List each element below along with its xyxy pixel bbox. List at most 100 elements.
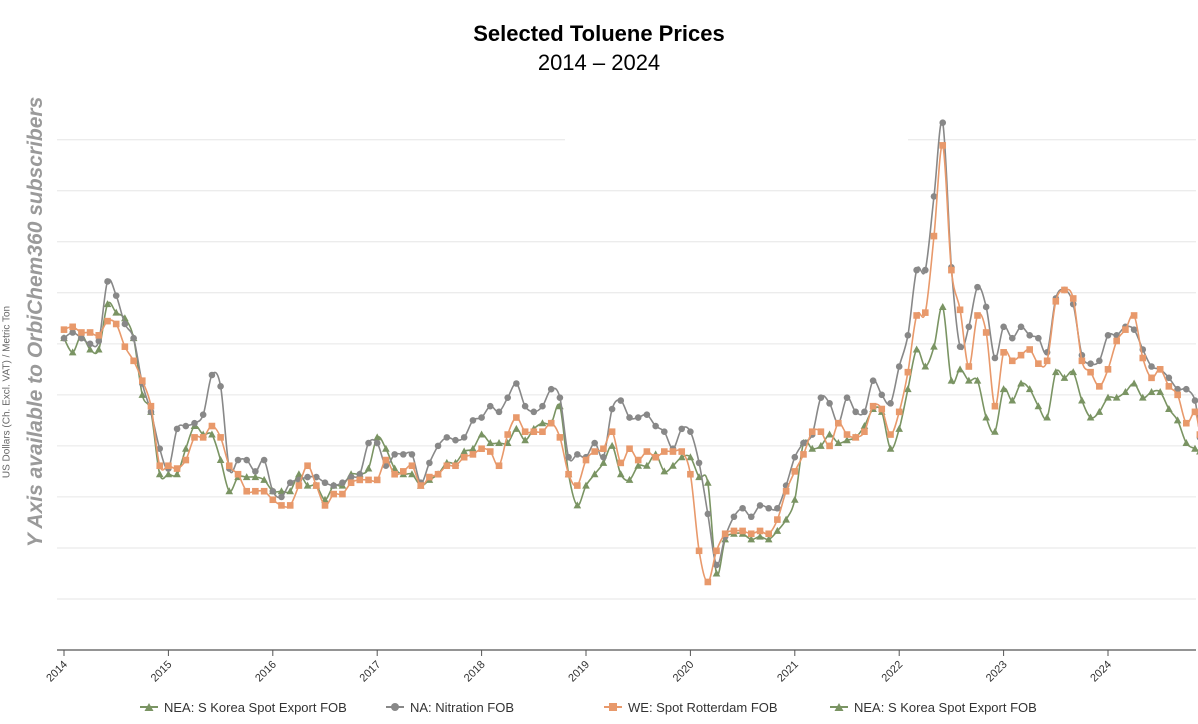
- data-point[interactable]: [791, 468, 799, 475]
- data-point[interactable]: [626, 414, 633, 421]
- data-point[interactable]: [999, 385, 1008, 393]
- data-point[interactable]: [156, 445, 164, 453]
- data-point[interactable]: [469, 451, 477, 458]
- data-point[interactable]: [225, 462, 233, 470]
- data-point[interactable]: [539, 428, 546, 436]
- data-point[interactable]: [1191, 444, 1198, 452]
- data-point[interactable]: [400, 468, 407, 475]
- data-point[interactable]: [878, 391, 886, 399]
- data-point[interactable]: [956, 343, 964, 350]
- data-point[interactable]: [495, 439, 503, 447]
- data-point[interactable]: [1078, 357, 1086, 365]
- data-point[interactable]: [573, 501, 582, 509]
- data-point[interactable]: [156, 462, 164, 470]
- data-point[interactable]: [921, 362, 930, 370]
- data-point[interactable]: [1104, 332, 1112, 339]
- data-point[interactable]: [364, 464, 373, 472]
- data-point[interactable]: [278, 493, 285, 501]
- data-point[interactable]: [339, 479, 346, 487]
- data-point[interactable]: [756, 502, 764, 509]
- data-point[interactable]: [886, 444, 895, 452]
- data-point[interactable]: [495, 408, 503, 416]
- data-point[interactable]: [1087, 368, 1094, 376]
- data-point[interactable]: [121, 343, 129, 350]
- data-point[interactable]: [1096, 357, 1103, 365]
- data-point[interactable]: [817, 428, 825, 436]
- data-point[interactable]: [1052, 368, 1060, 376]
- data-point[interactable]: [1069, 368, 1078, 376]
- data-point[interactable]: [260, 487, 268, 495]
- data-point[interactable]: [286, 487, 295, 495]
- legend-item-na[interactable]: NA: Nitration FOB: [386, 699, 586, 715]
- data-point[interactable]: [756, 532, 764, 540]
- data-point[interactable]: [1130, 312, 1138, 319]
- data-point[interactable]: [521, 436, 529, 444]
- data-point[interactable]: [104, 317, 111, 325]
- data-point[interactable]: [434, 470, 442, 478]
- data-point[interactable]: [104, 278, 111, 285]
- data-point[interactable]: [1122, 326, 1129, 333]
- data-point[interactable]: [486, 402, 494, 410]
- data-point[interactable]: [1182, 439, 1191, 447]
- data-point[interactable]: [321, 502, 329, 509]
- data-point[interactable]: [530, 408, 538, 416]
- data-point[interactable]: [774, 504, 781, 512]
- data-point[interactable]: [68, 348, 77, 356]
- data-point[interactable]: [208, 422, 216, 430]
- data-point[interactable]: [1104, 393, 1112, 401]
- data-point[interactable]: [469, 417, 477, 424]
- data-point[interactable]: [400, 451, 407, 458]
- data-point[interactable]: [452, 436, 459, 444]
- data-point[interactable]: [321, 495, 329, 503]
- data-point[interactable]: [982, 329, 990, 336]
- data-point[interactable]: [304, 462, 311, 470]
- data-point[interactable]: [434, 442, 442, 450]
- data-point[interactable]: [252, 468, 259, 475]
- data-point[interactable]: [904, 332, 912, 339]
- data-point[interactable]: [1191, 397, 1198, 404]
- data-point[interactable]: [313, 473, 320, 481]
- data-point[interactable]: [678, 448, 686, 455]
- data-point[interactable]: [739, 504, 746, 512]
- data-point[interactable]: [486, 448, 494, 455]
- data-point[interactable]: [1183, 419, 1190, 427]
- data-point[interactable]: [887, 400, 894, 407]
- data-point[interactable]: [1034, 402, 1043, 410]
- data-point[interactable]: [965, 376, 973, 384]
- data-point[interactable]: [234, 456, 242, 464]
- data-point[interactable]: [608, 428, 616, 436]
- data-point[interactable]: [652, 422, 659, 430]
- data-point[interactable]: [938, 302, 947, 310]
- data-point[interactable]: [695, 547, 703, 555]
- data-point[interactable]: [1183, 385, 1190, 393]
- data-point[interactable]: [878, 405, 886, 413]
- data-point[interactable]: [78, 334, 85, 342]
- data-point[interactable]: [1008, 334, 1016, 342]
- data-point[interactable]: [1096, 383, 1103, 390]
- data-point[interactable]: [347, 479, 355, 487]
- data-point[interactable]: [112, 292, 120, 299]
- data-point[interactable]: [382, 456, 390, 464]
- data-point[interactable]: [782, 515, 790, 523]
- data-point[interactable]: [565, 470, 572, 478]
- data-point[interactable]: [295, 482, 303, 489]
- data-point[interactable]: [695, 473, 703, 481]
- data-point[interactable]: [939, 142, 947, 149]
- data-point[interactable]: [1147, 388, 1156, 396]
- data-point[interactable]: [930, 193, 938, 200]
- data-point[interactable]: [704, 478, 712, 486]
- data-point[interactable]: [182, 422, 190, 430]
- data-point[interactable]: [800, 451, 807, 458]
- data-point[interactable]: [486, 439, 495, 447]
- data-point[interactable]: [852, 408, 859, 416]
- data-point[interactable]: [1165, 374, 1173, 382]
- data-point[interactable]: [704, 510, 712, 518]
- legend-item-nea-2[interactable]: NEA: S Korea Spot Export FOB: [830, 699, 1048, 715]
- data-point[interactable]: [138, 390, 147, 398]
- data-point[interactable]: [869, 377, 877, 384]
- data-point[interactable]: [1138, 393, 1147, 401]
- data-point[interactable]: [417, 482, 425, 489]
- data-point[interactable]: [747, 530, 755, 538]
- legend-item-we[interactable]: WE: Spot Rotterdam FOB: [604, 699, 804, 715]
- data-point[interactable]: [252, 487, 259, 495]
